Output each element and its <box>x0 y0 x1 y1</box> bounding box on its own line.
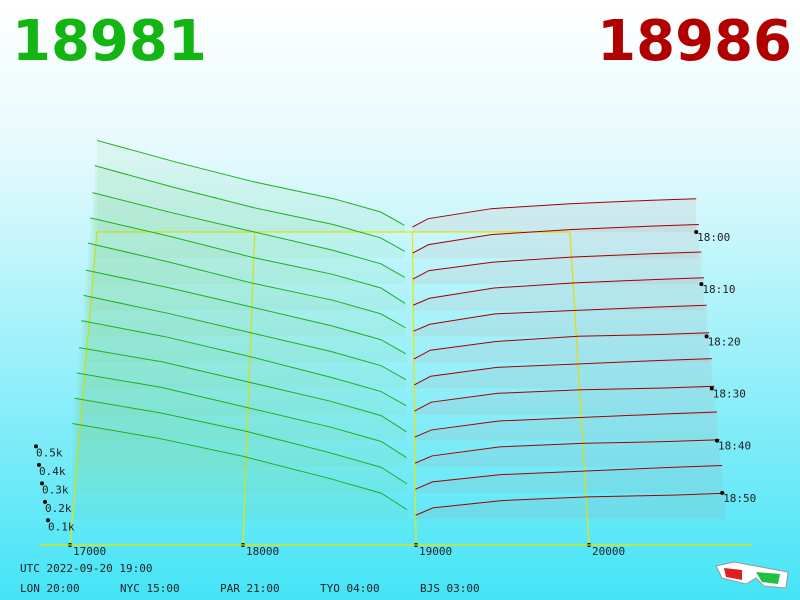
bid-depth-line <box>78 347 407 433</box>
bid-depth-line <box>94 165 405 252</box>
bid-area <box>81 320 407 415</box>
time-tick <box>694 230 699 234</box>
bid-depth-line <box>72 423 408 511</box>
bid-depth-line <box>96 139 405 226</box>
ask-area <box>415 465 723 493</box>
ask-depth-line <box>412 251 702 280</box>
time-tick-label: 18:10 <box>702 283 735 296</box>
z-tick-label: 0.5k <box>36 446 63 459</box>
ask-depth-line <box>413 358 712 386</box>
x-tick-label: 18000 <box>246 545 279 558</box>
z-tick-label: 0.1k <box>48 520 75 533</box>
ask-depth-line <box>414 385 715 412</box>
bid-area <box>94 165 405 259</box>
plot: 17000 18000 19000 20000 18:00 18:10 18:20 18:30… <box>34 139 756 558</box>
time-tick-label: 18:30 <box>713 388 746 401</box>
ask-depth-line <box>412 223 699 254</box>
ask-area <box>412 224 699 259</box>
ask-area <box>413 332 710 363</box>
ask-depth-line <box>414 439 720 464</box>
x-tick-label: 17000 <box>73 545 106 558</box>
z-tick <box>43 499 47 504</box>
ask-area <box>414 412 717 441</box>
ask-area <box>415 439 720 467</box>
ask-depth-line <box>415 492 725 516</box>
3d-glasses-icon <box>715 561 789 589</box>
z-tick <box>37 462 41 467</box>
grid-line <box>411 231 417 546</box>
time-tick-label: 18:40 <box>718 440 751 453</box>
time-tick-label: 18:00 <box>697 231 730 244</box>
ask-depth-line <box>414 411 718 438</box>
bid-depth-line <box>74 397 408 485</box>
bid-area <box>97 140 405 232</box>
z-tick <box>46 518 50 523</box>
city-clock: LON 20:00 <box>20 582 80 595</box>
city-clock: PAR 21:00 <box>220 582 280 595</box>
ask-price: 18986 <box>597 9 792 74</box>
bid-area <box>90 217 406 311</box>
ask-depth-line <box>413 304 707 332</box>
grid-line <box>569 231 590 546</box>
z-tick-label: 0.4k <box>39 465 66 478</box>
time-tick <box>714 438 719 443</box>
ask-area <box>414 358 712 389</box>
ask-area <box>415 493 725 519</box>
bid-area <box>72 423 408 519</box>
city-clock: NYC 15:00 <box>120 582 180 595</box>
utc-clock: UTC 2022-09-20 19:00 <box>20 562 152 575</box>
z-tick <box>40 481 44 486</box>
time-tick-label: 18:20 <box>708 335 741 348</box>
bid-area <box>92 192 405 285</box>
z-tick-label: 0.3k <box>42 483 69 496</box>
grid-line <box>69 231 98 546</box>
ask-area <box>413 305 707 337</box>
x-tick-label: 19000 <box>419 545 452 558</box>
bid-area <box>74 398 407 493</box>
bid-depth-line <box>92 192 406 278</box>
bid-depth-line <box>85 269 406 355</box>
city-clock: BJS 03:00 <box>420 582 480 595</box>
bid-depth-line <box>87 242 406 329</box>
ask-area <box>413 277 704 311</box>
bid-area <box>79 347 407 441</box>
clocks: LON 20:00 NYC 15:00 PAR 21:00 TYO 04:00 BJS … <box>20 582 480 595</box>
z-tick-label: 0.2k <box>45 502 72 515</box>
city-clock: TYO 04:00 <box>320 582 380 595</box>
time-tick <box>720 490 725 495</box>
bid-depth-line <box>81 320 407 407</box>
grid-line <box>242 231 256 546</box>
time-tick <box>699 282 704 287</box>
time-tick <box>709 386 714 391</box>
ask-area <box>412 251 702 285</box>
bid-area <box>76 372 407 467</box>
ask-depth-line <box>412 198 697 228</box>
bid-depth-line <box>83 294 407 381</box>
bid-area <box>83 295 406 389</box>
bid-depth-line <box>76 372 407 459</box>
x-tick-label: 20000 <box>592 545 625 558</box>
ask-depth-line <box>413 332 710 360</box>
bid-area <box>85 270 406 363</box>
ask-area <box>414 386 715 415</box>
ask-depth-line <box>415 465 723 490</box>
bid-depth-line <box>90 217 406 304</box>
time-tick-label: 18:50 <box>723 492 756 505</box>
time-tick <box>704 334 709 339</box>
ask-area <box>412 198 697 232</box>
ask-depth-line <box>413 277 704 306</box>
z-tick <box>34 444 38 449</box>
bid-price: 18981 <box>12 9 207 74</box>
